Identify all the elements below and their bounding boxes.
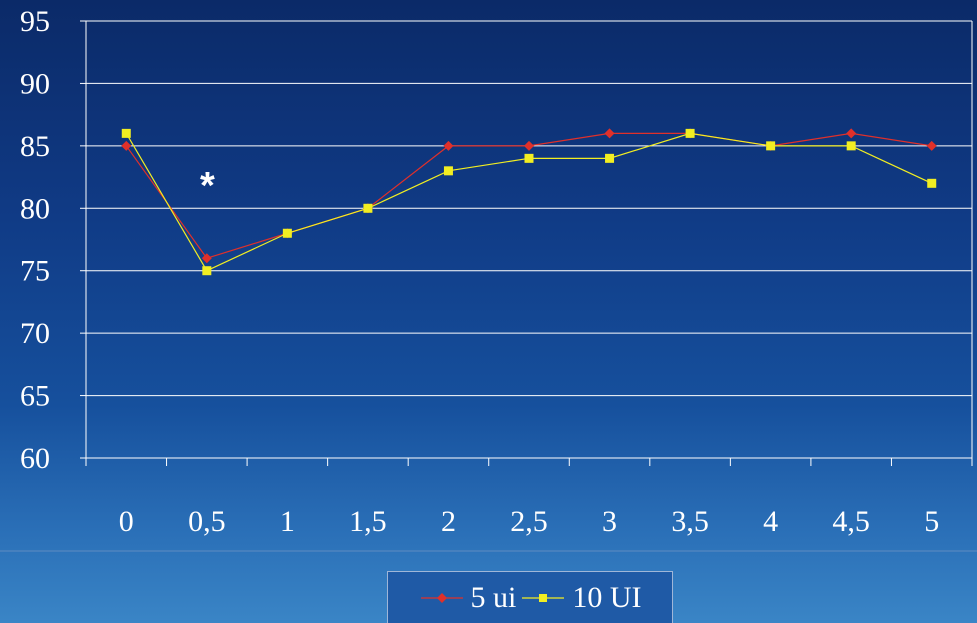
gridlines <box>86 20 973 459</box>
x-tick-label: 1,5 <box>349 505 387 538</box>
legend-label-series-1: 5 ui <box>470 580 517 614</box>
data-point <box>605 153 615 163</box>
data-point <box>685 128 695 138</box>
x-axis: 0 0,5 1 1,5 2 2,5 3 3,5 4 4,5 5 <box>85 458 973 538</box>
data-point <box>363 203 373 213</box>
x-tick-label: 1 <box>280 505 295 538</box>
x-tick-label: 0 <box>119 505 134 538</box>
data-point <box>846 128 857 139</box>
data-point <box>201 253 212 264</box>
y-tick-label: 80 <box>20 192 50 225</box>
y-tick-label: 85 <box>20 130 50 163</box>
y-tick-label: 70 <box>20 317 50 350</box>
data-point <box>202 266 212 276</box>
data-point <box>927 178 937 188</box>
x-tick-label: 2 <box>441 505 456 538</box>
data-point <box>846 141 856 151</box>
y-tick-label: 75 <box>20 255 50 288</box>
series-line <box>125 132 932 259</box>
series-layer <box>121 128 937 276</box>
x-tick-label: 3,5 <box>671 505 709 538</box>
data-point <box>604 128 615 139</box>
y-tick-label: 95 <box>20 5 50 38</box>
legend-swatch-series-1 <box>420 592 463 603</box>
x-tick-label: 2,5 <box>510 505 548 538</box>
data-point <box>121 140 132 151</box>
significance-asterisk: * <box>200 165 215 207</box>
series-1 <box>121 128 937 264</box>
x-tick-label: 5 <box>924 505 939 538</box>
data-point <box>282 228 292 238</box>
legend: 5 ui 10 UI <box>387 571 673 623</box>
x-tick-label: 3 <box>602 505 617 538</box>
legend-label-series-2: 10 UI <box>572 580 642 614</box>
data-point <box>766 141 776 151</box>
data-point <box>121 128 131 138</box>
series-2 <box>121 128 937 276</box>
x-tick-label: 4 <box>763 505 778 538</box>
y-tick-label: 90 <box>20 67 50 100</box>
data-point <box>926 140 937 151</box>
x-tick-label: 0,5 <box>188 505 226 538</box>
data-point <box>524 140 534 151</box>
data-point <box>443 166 453 176</box>
legend-item-series-2: 10 UI <box>520 580 642 615</box>
data-point <box>524 153 534 163</box>
data-point <box>443 140 454 151</box>
y-axis: 60 65 70 75 80 85 90 95 <box>20 5 87 475</box>
y-tick-label: 65 <box>20 380 50 413</box>
x-tick-label: 4,5 <box>832 505 870 538</box>
legend-swatch-series-2 <box>522 593 565 602</box>
y-tick-label: 60 <box>20 442 50 475</box>
legend-item-series-1: 5 ui <box>419 580 517 615</box>
